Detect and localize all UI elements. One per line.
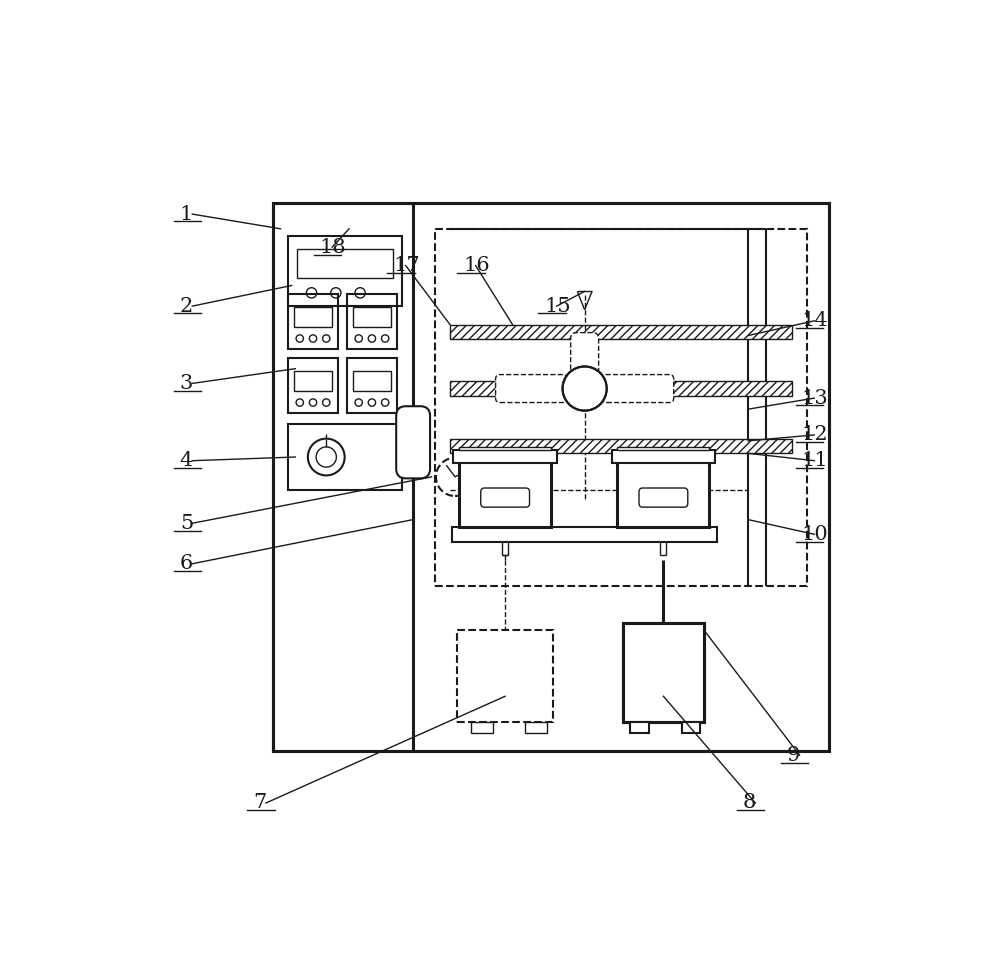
Bar [288,293,338,349]
Text: 6: 6 [180,554,193,574]
Bar [525,722,547,733]
Bar [294,307,332,327]
Bar [471,722,493,733]
Bar [682,722,700,733]
FancyBboxPatch shape [481,488,530,507]
Bar [288,236,402,306]
Bar [612,449,715,463]
FancyBboxPatch shape [639,488,688,507]
Text: 15: 15 [544,296,571,315]
Text: 8: 8 [743,793,756,813]
Bar [453,449,557,463]
Circle shape [563,366,607,411]
Bar [297,249,393,278]
Bar [623,622,704,722]
Bar [347,293,397,349]
Bar [457,630,553,722]
FancyBboxPatch shape [571,333,599,376]
Text: 5: 5 [180,513,193,532]
Text: 13: 13 [802,389,829,407]
Bar [450,324,792,339]
Text: 7: 7 [253,793,267,813]
Bar [450,381,792,396]
Text: 9: 9 [787,746,800,765]
Text: 11: 11 [802,451,829,470]
Bar [273,203,829,751]
Text: 16: 16 [463,256,490,275]
Bar [273,203,829,751]
Text: 2: 2 [180,296,193,315]
Bar [288,424,402,490]
Text: 14: 14 [802,312,828,331]
Bar [623,622,704,722]
Bar [288,358,338,413]
Text: 10: 10 [802,525,829,544]
FancyBboxPatch shape [602,375,674,402]
Text: 18: 18 [320,238,346,257]
Bar [617,447,709,449]
Bar [452,527,717,542]
Bar [353,307,391,327]
Bar [617,449,709,527]
Text: 17: 17 [393,256,420,275]
Text: 3: 3 [180,374,193,393]
FancyBboxPatch shape [496,375,567,402]
Bar [450,439,792,453]
Bar [347,358,397,413]
Text: 1: 1 [180,205,193,224]
Text: 4: 4 [180,451,193,470]
Bar [459,447,551,449]
Text: 12: 12 [802,425,828,445]
Bar [459,449,551,527]
Bar [435,228,807,586]
FancyBboxPatch shape [396,406,430,478]
Bar [630,722,649,733]
Bar [353,371,391,391]
Bar [294,371,332,391]
